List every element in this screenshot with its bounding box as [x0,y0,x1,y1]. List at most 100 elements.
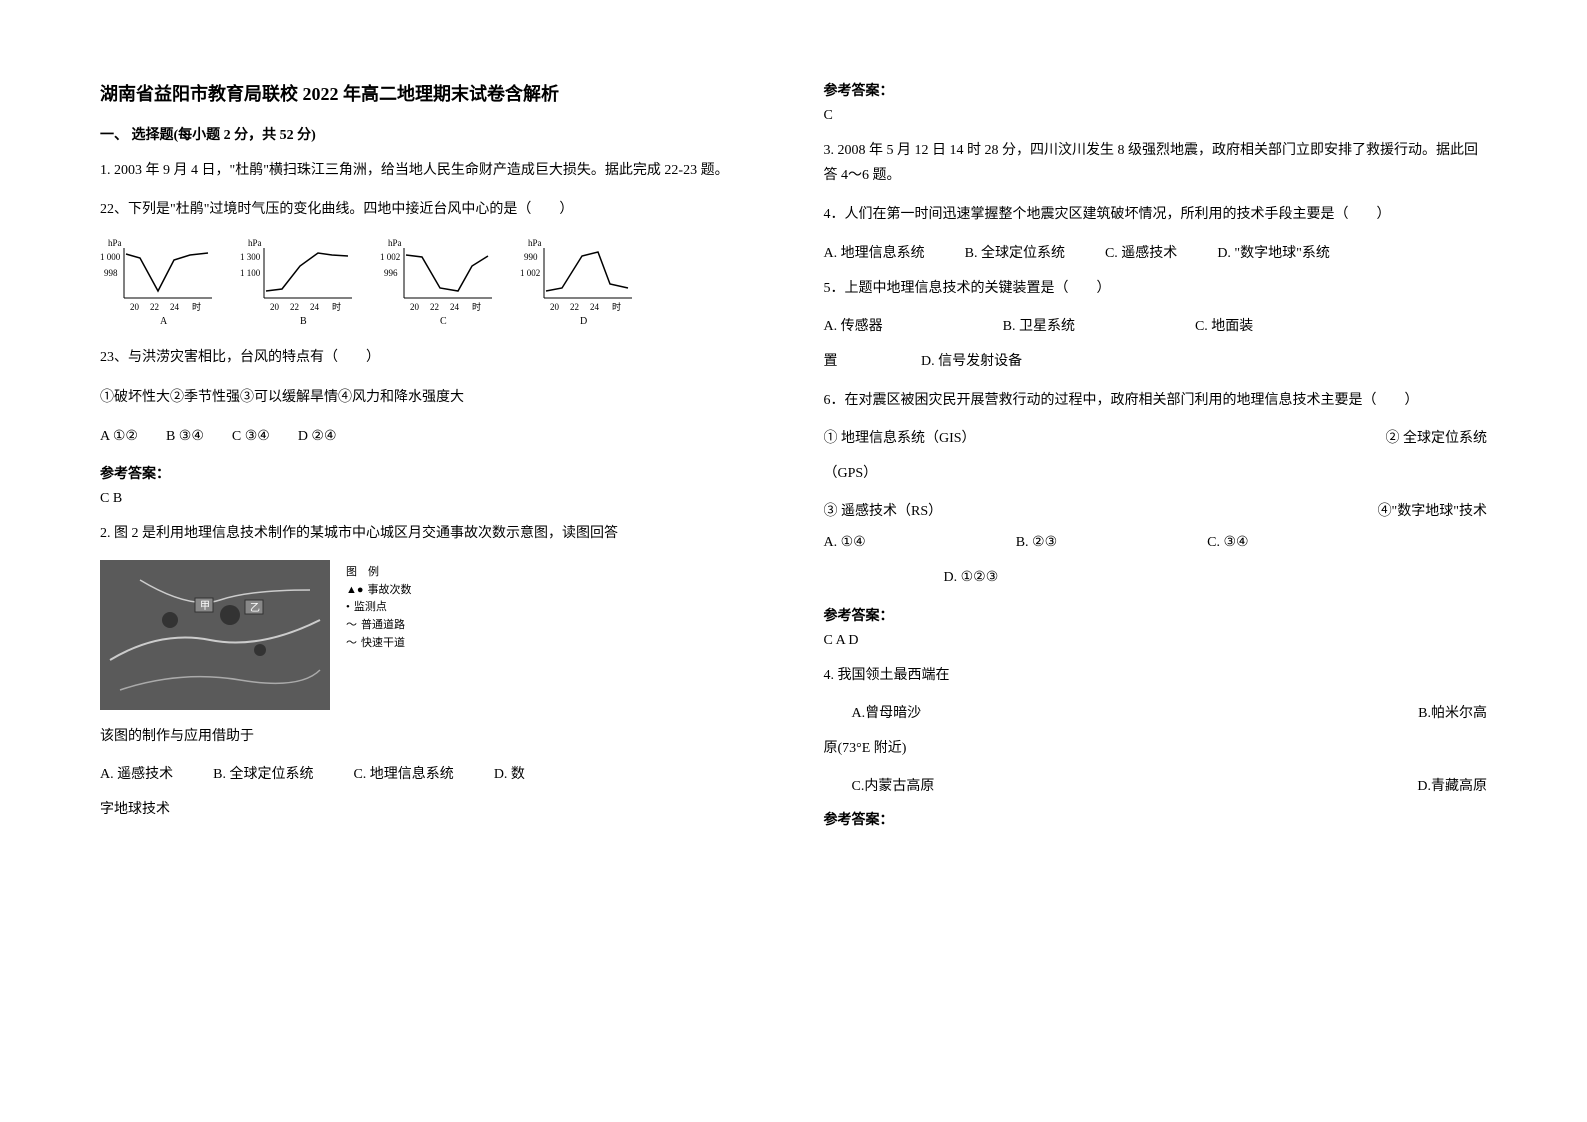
q4b-opt-a: A.曾母暗沙 [852,702,922,722]
left-column: 湖南省益阳市教育局联校 2022 年高二地理期末试卷含解析 一、 选择题(每小题… [100,80,764,1042]
answer-label-2: 参考答案： [824,80,1488,100]
q2-opt-b: B. 全球定位系统 [213,763,313,783]
svg-text:B: B [300,316,307,327]
q6-item-3: ③ 遥感技术（RS） [824,500,943,520]
q6-item-2: ② 全球定位系统 [1386,427,1488,447]
svg-text:20: 20 [410,302,420,312]
q4b-opt-c: C.内蒙古高原 [852,775,935,795]
q4b-l2: C.内蒙古高原 D.青藏高原 [824,775,1488,795]
page-title: 湖南省益阳市教育局联校 2022 年高二地理期末试卷含解析 [100,80,764,106]
answer-label-3: 参考答案： [824,605,1488,625]
legend-item-2: •监测点 [346,599,412,617]
q6-items-l2: ③ 遥感技术（RS） ④"数字地球"技术 [824,500,1488,520]
q4-stem: 4．人们在第一时间迅速掌握整个地震灾区建筑破坏情况，所利用的技术手段主要是（ ） [824,202,1488,227]
q4-opt-a: A. 地理信息系统 [824,242,925,262]
svg-text:996: 996 [384,268,398,278]
q6-item-4: ④"数字地球"技术 [1378,500,1487,520]
chart-a-y1: 1 000 [100,252,121,262]
svg-text:1 100: 1 100 [240,268,261,278]
q4-options: A. 地理信息系统 B. 全球定位系统 C. 遥感技术 D. "数字地球"系统 [824,242,1488,262]
q3-answer: C A D [824,633,1488,649]
q2-opt-d-part2: 字地球技术 [100,797,764,822]
q23-stem: 23、与洪涝灾害相比，台风的特点有（ ） [100,345,764,370]
q6-opt-d: D. ①②③ [944,570,999,585]
q4b-opt-b-cont: 原(73°E 附近) [824,736,1488,761]
q2-answer: C [824,108,1488,124]
q5-options-l1: A. 传感器 B. 卫星系统 C. 地面装 [824,315,1488,335]
svg-text:D: D [580,316,587,327]
answer-label-1: 参考答案： [100,463,764,483]
q6-opts-l2: D. ①②③ [824,565,1488,590]
q23-options: A ①② B ③④ C ③④ D ②④ [100,424,764,449]
q4-opt-c: C. 遥感技术 [1105,242,1177,262]
svg-text:20: 20 [130,302,140,312]
q2-opt-c: C. 地理信息系统 [353,763,453,783]
q5-options-l2: 置 D. 信号发射设备 [824,349,1488,374]
section-header: 一、 选择题(每小题 2 分，共 52 分) [100,124,764,144]
map-figure: 甲 乙 图 例 ▲●事故次数 •监测点 〜普通道路 〜快速干道 [100,560,764,710]
q5-opt-b: B. 卫星系统 [1003,315,1075,335]
svg-text:24: 24 [450,302,460,312]
q6-opts-l1: A. ①④ B. ②③ C. ③④ [824,534,1488,551]
svg-text:1 300: 1 300 [240,252,261,262]
q4b-opt-d: D.青藏高原 [1417,775,1487,795]
q5-opt-c-cont: 置 [824,354,838,369]
legend-item-3: 〜普通道路 [346,617,412,635]
chart-b: hPa 1 300 1 100 20 22 24 时 B [240,236,360,331]
svg-text:22: 22 [290,302,299,312]
q4b-l1: A.曾母暗沙 B.帕米尔高 [824,702,1488,722]
q4-opt-d: D. "数字地球"系统 [1217,242,1330,262]
q2-opt-a: A. 遥感技术 [100,763,173,783]
svg-text:时: 时 [192,301,201,312]
svg-text:hPa: hPa [248,238,262,248]
q6-stem: 6．在对震区被困灾民开展营救行动的过程中，政府相关部门利用的地理信息技术主要是（… [824,388,1488,413]
q2-opt-d-part1: D. 数 [494,763,525,783]
legend-item-4: 〜快速干道 [346,635,412,653]
svg-text:990: 990 [524,252,538,262]
svg-text:24: 24 [310,302,320,312]
q5-opt-c: C. 地面装 [1195,315,1253,335]
q2-stem: 该图的制作与应用借助于 [100,724,764,749]
q3-intro: 3. 2008 年 5 月 12 日 14 时 28 分，四川汶川发生 8 级强… [824,138,1488,188]
chart-c: hPa 1 002 996 20 22 24 时 C [380,236,500,331]
q23-items: ①破坏性大②季节性强③可以缓解旱情④风力和降水强度大 [100,385,764,410]
chart-a-y2: 998 [104,268,118,278]
svg-text:C: C [440,316,447,327]
q6-opt-a: A. ①④ [824,534,866,551]
svg-text:乙: 乙 [250,602,260,614]
svg-text:20: 20 [550,302,560,312]
svg-text:A: A [160,316,168,327]
q5-stem: 5．上题中地理信息技术的关键装置是（ ） [824,276,1488,301]
answer-label-4: 参考答案： [824,809,1488,829]
q1-answer: C B [100,491,764,507]
svg-text:22: 22 [570,302,579,312]
q1-intro: 1. 2003 年 9 月 4 日，"杜鹃"横扫珠江三角洲，给当地人民生命财产造… [100,158,764,183]
q6-items-l1: ① 地理信息系统（GIS） ② 全球定位系统 [824,427,1488,447]
svg-text:22: 22 [430,302,439,312]
legend-item-1: ▲●事故次数 [346,582,412,600]
chart-a: hPa 1 000 998 20 22 24 时 A [100,236,220,331]
q6-item-2-cont: （GPS） [824,461,1488,486]
svg-text:时: 时 [612,301,621,312]
q6-item-1: ① 地理信息系统（GIS） [824,427,976,447]
right-column: 参考答案： C 3. 2008 年 5 月 12 日 14 时 28 分，四川汶… [824,80,1488,1042]
q5-opt-d: D. 信号发射设备 [921,354,1022,369]
q4b-stem: 4. 我国领土最西端在 [824,663,1488,688]
svg-text:hPa: hPa [388,238,402,248]
svg-text:24: 24 [590,302,600,312]
q22-stem: 22、下列是"杜鹃"过境时气压的变化曲线。四地中接近台风中心的是（ ） [100,197,764,222]
map-image: 甲 乙 [100,560,330,710]
legend-title: 图 例 [346,564,412,582]
map-legend: 图 例 ▲●事故次数 •监测点 〜普通道路 〜快速干道 [342,560,416,656]
chart-d: hPa 990 1 002 20 22 24 时 D [520,236,640,331]
svg-text:时: 时 [472,301,481,312]
svg-text:hPa: hPa [528,238,542,248]
svg-text:20: 20 [270,302,280,312]
q2-options-row: A. 遥感技术 B. 全球定位系统 C. 地理信息系统 D. 数 [100,763,764,783]
q6-opt-b: B. ②③ [1016,534,1057,551]
chart-row: hPa 1 000 998 20 22 24 时 A hPa 1 300 1 1… [100,236,764,331]
svg-text:1 002: 1 002 [520,268,540,278]
q6-opt-c: C. ③④ [1207,534,1248,551]
chart-a-ylabel: hPa [108,238,122,248]
q4-opt-b: B. 全球定位系统 [965,242,1065,262]
